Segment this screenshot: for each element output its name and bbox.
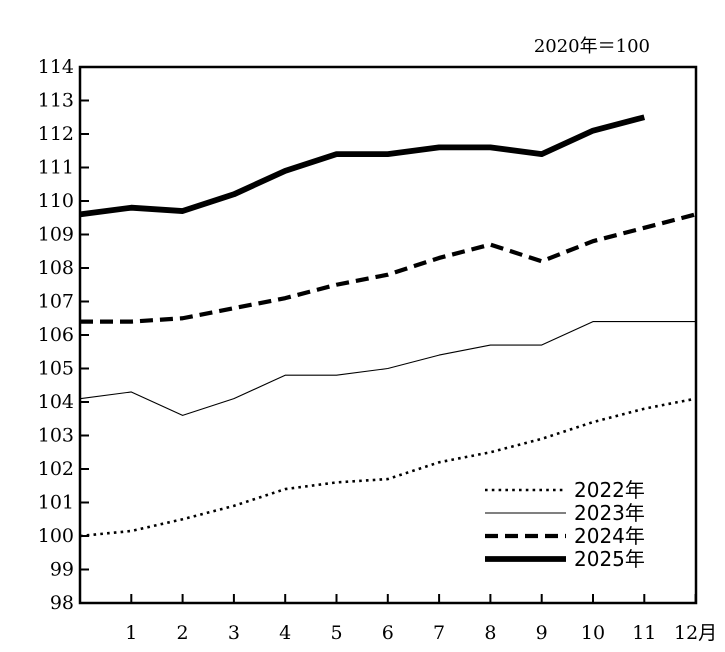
x-tick-label: 5	[330, 622, 342, 644]
x-tick-label: 10	[581, 622, 605, 644]
x-tick-label: 11	[632, 622, 656, 644]
x-tick-label: 8	[484, 622, 496, 644]
y-tick-label: 98	[50, 592, 74, 614]
base-year-note: 2020年＝100	[534, 36, 650, 57]
y-tick-label: 112	[38, 123, 74, 145]
series-lines	[79, 114, 697, 538]
y-tick-label: 102	[38, 458, 74, 480]
y-tick-label: 108	[38, 257, 74, 279]
y-tick-label: 100	[38, 525, 74, 547]
plot-frame	[78, 65, 698, 605]
x-tick-label: 4	[279, 622, 291, 644]
x-tick-label: 2	[177, 622, 189, 644]
y-tick-label: 105	[38, 358, 74, 380]
series-line	[79, 321, 696, 416]
series-line	[79, 114, 646, 218]
legend-label: 2025年	[574, 547, 645, 571]
y-tick-label: 99	[50, 559, 74, 581]
y-tick-label: 113	[38, 90, 74, 112]
y-tick-label: 104	[38, 391, 74, 413]
x-tick-label: 3	[228, 622, 240, 644]
x-tick-label: 6	[382, 622, 394, 644]
y-tick-label: 110	[38, 190, 74, 212]
legend-label: 2022年	[574, 478, 645, 502]
y-tick-label: 109	[38, 224, 74, 246]
y-tick-label: 107	[38, 291, 74, 313]
y-tick-label: 103	[38, 425, 74, 447]
x-tick-label: 1	[125, 622, 137, 644]
legend-label: 2024年	[574, 524, 645, 548]
y-tick-label: 111	[38, 157, 74, 179]
x-tick-label: 9	[536, 622, 548, 644]
x-tick-label: 12月	[674, 622, 717, 644]
legend-label: 2023年	[574, 501, 645, 525]
x-tick-label: 7	[433, 622, 445, 644]
series-line	[80, 212, 697, 324]
axes: 9899100101102103104105106107108109110111…	[38, 56, 717, 644]
y-tick-label: 114	[38, 56, 74, 78]
y-tick-label: 106	[38, 324, 74, 346]
y-tick-label: 101	[38, 492, 74, 514]
series-line	[79, 397, 696, 538]
